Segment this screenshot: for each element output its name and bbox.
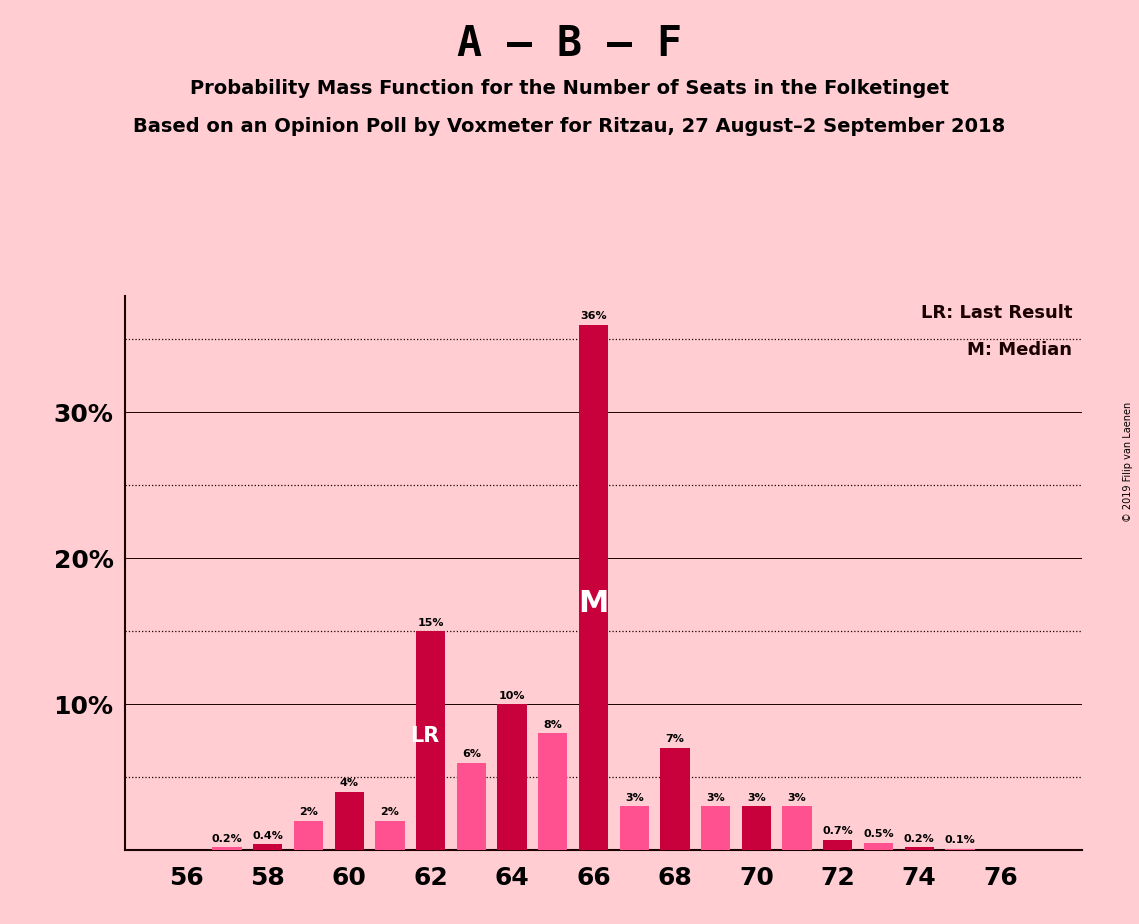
Bar [782, 807, 812, 850]
Text: 4%: 4% [339, 778, 359, 788]
Text: LR: LR [410, 726, 440, 747]
Bar [661, 748, 689, 850]
Text: 0.2%: 0.2% [212, 833, 243, 844]
Bar [620, 807, 649, 850]
Bar [416, 631, 445, 850]
Text: 0.4%: 0.4% [253, 831, 284, 841]
Bar [253, 845, 282, 850]
Text: 15%: 15% [417, 617, 444, 627]
Bar [700, 807, 730, 850]
Bar [741, 807, 771, 850]
Text: © 2019 Filip van Laenen: © 2019 Filip van Laenen [1123, 402, 1133, 522]
Text: 3%: 3% [788, 793, 806, 803]
Bar [579, 325, 608, 850]
Bar [823, 840, 852, 850]
Text: 3%: 3% [625, 793, 644, 803]
Text: M: Median: M: Median [967, 341, 1073, 359]
Bar [335, 792, 363, 850]
Text: 0.2%: 0.2% [904, 833, 935, 844]
Bar [212, 847, 241, 850]
Text: Based on an Opinion Poll by Voxmeter for Ritzau, 27 August–2 September 2018: Based on an Opinion Poll by Voxmeter for… [133, 117, 1006, 137]
Text: A – B – F: A – B – F [457, 23, 682, 65]
Bar [498, 704, 526, 850]
Text: LR: Last Result: LR: Last Result [921, 304, 1073, 322]
Text: 3%: 3% [706, 793, 726, 803]
Text: 0.1%: 0.1% [944, 835, 975, 845]
Text: 7%: 7% [665, 735, 685, 745]
Text: 36%: 36% [580, 311, 607, 322]
Text: 0.7%: 0.7% [822, 826, 853, 836]
Text: 0.5%: 0.5% [863, 829, 894, 839]
Text: M: M [579, 589, 608, 618]
Text: 2%: 2% [300, 808, 318, 817]
Text: 10%: 10% [499, 690, 525, 700]
Bar [863, 843, 893, 850]
Text: 6%: 6% [461, 748, 481, 759]
Text: 2%: 2% [380, 808, 400, 817]
Bar [904, 847, 934, 850]
Bar [538, 734, 567, 850]
Text: 3%: 3% [747, 793, 765, 803]
Bar [294, 821, 323, 850]
Bar [945, 848, 975, 850]
Bar [457, 762, 486, 850]
Bar [375, 821, 404, 850]
Text: 8%: 8% [543, 720, 563, 730]
Text: Probability Mass Function for the Number of Seats in the Folketinget: Probability Mass Function for the Number… [190, 79, 949, 98]
